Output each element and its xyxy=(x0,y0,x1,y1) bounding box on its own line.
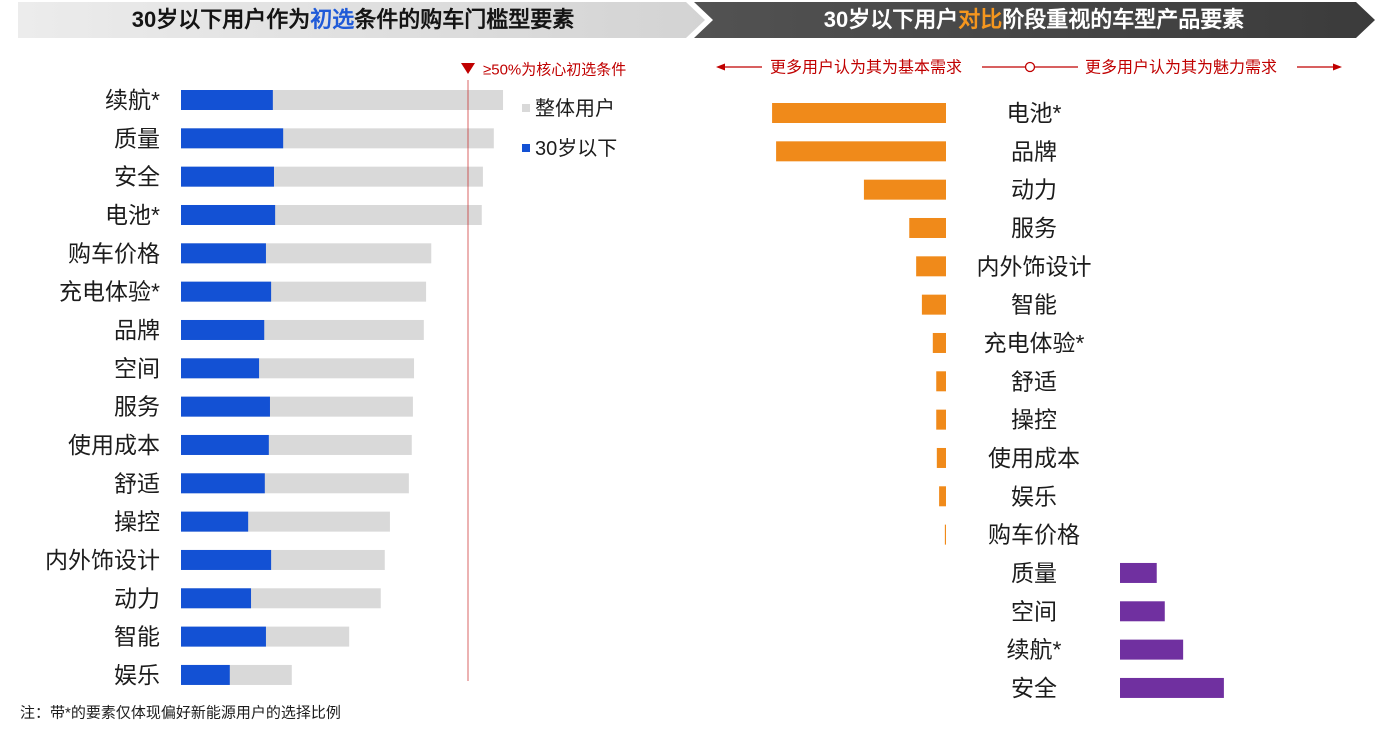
bar-under-30 xyxy=(181,204,276,225)
right-category-label: 续航* xyxy=(1007,637,1062,663)
bar-charm-need xyxy=(1120,562,1157,583)
bar-basic-need xyxy=(932,332,946,353)
bar-under-30 xyxy=(181,588,252,609)
left-category-label: 服务 xyxy=(114,394,160,420)
left-category-label: 电池* xyxy=(105,202,160,228)
left-category-label: 空间 xyxy=(114,355,160,381)
left-legend: 整体用户 30岁以下 xyxy=(522,97,617,160)
direction-legend: 更多用户认为其为基本需求 更多用户认为其为魅力需求 xyxy=(716,59,1342,77)
arrow-right-icon xyxy=(1333,63,1342,71)
right-category-label: 电池* xyxy=(1007,100,1062,126)
right-category-label: 质量 xyxy=(1011,560,1057,586)
right-category-label: 充电体验* xyxy=(984,330,1085,356)
bar-basic-need xyxy=(944,524,946,545)
right-header-banner xyxy=(694,2,1375,38)
right-category-label: 服务 xyxy=(1011,215,1057,241)
bar-under-30 xyxy=(181,166,274,187)
bar-charm-need xyxy=(1120,639,1184,660)
right-category-label: 空间 xyxy=(1011,598,1057,624)
bar-under-30 xyxy=(181,626,266,647)
legend-swatch-under-30 xyxy=(522,144,530,152)
center-circle-icon xyxy=(1024,61,1036,73)
left-category-label: 智能 xyxy=(114,624,160,650)
right-title-end: 阶段重视的车型产品要素 xyxy=(1002,7,1245,32)
right-category-label: 娱乐 xyxy=(1011,483,1057,509)
right-title-start: 30岁以下用户 xyxy=(823,7,959,32)
left-category-label: 操控 xyxy=(114,509,160,535)
bar-under-30 xyxy=(181,396,270,417)
left-category-label: 品牌 xyxy=(114,317,160,343)
reference-marker-icon xyxy=(461,63,475,74)
right-category-label: 操控 xyxy=(1011,407,1057,433)
right-category-label: 品牌 xyxy=(1011,138,1057,164)
direction-label-basic: 更多用户认为其为基本需求 xyxy=(770,59,962,77)
left-title-end: 条件的购车门槛型要素 xyxy=(354,7,575,32)
bar-basic-need xyxy=(921,294,946,315)
bar-under-30 xyxy=(181,319,265,340)
left-category-label: 内外饰设计 xyxy=(45,547,160,573)
left-category-label: 使用成本 xyxy=(68,432,160,458)
direction-label-charm: 更多用户认为其为魅力需求 xyxy=(1085,59,1277,77)
bar-charm-need xyxy=(1120,677,1224,698)
legend-label-overall: 整体用户 xyxy=(535,97,615,120)
bar-under-30 xyxy=(181,549,272,570)
left-category-label: 舒适 xyxy=(114,470,160,496)
left-category-label: 安全 xyxy=(114,164,160,190)
bar-under-30 xyxy=(181,434,269,455)
bar-under-30 xyxy=(181,664,230,685)
left-category-label: 娱乐 xyxy=(114,662,160,688)
bar-under-30 xyxy=(181,128,284,149)
bar-under-30 xyxy=(181,511,249,532)
left-category-label: 购车价格 xyxy=(68,240,160,266)
right-category-label: 舒适 xyxy=(1011,368,1057,394)
left-header-banner xyxy=(18,2,705,38)
bar-under-30 xyxy=(181,358,260,379)
footnote: 注：带*的要素仅体现偏好新能源用户的选择比例 xyxy=(20,704,341,721)
bar-charm-need xyxy=(1120,601,1165,622)
legend-label-under-30: 30岁以下 xyxy=(535,137,617,160)
left-category-label: 动力 xyxy=(114,585,160,611)
right-category-label: 使用成本 xyxy=(988,445,1080,471)
bar-basic-need xyxy=(916,256,946,277)
right-category-label: 购车价格 xyxy=(988,522,1080,548)
bar-basic-need xyxy=(776,141,946,162)
bar-basic-need xyxy=(909,217,946,238)
bar-basic-need xyxy=(939,486,946,507)
left-header-title: 30岁以下用户作为初选条件的购车门槛型要素 xyxy=(18,2,688,38)
right-title-highlight: 对比 xyxy=(958,7,1003,32)
arrow-left-icon xyxy=(716,63,725,71)
right-header-title: 30岁以下用户对比阶段重视的车型产品要素 xyxy=(714,2,1354,38)
left-title-highlight: 初选 xyxy=(310,7,355,32)
bar-basic-need xyxy=(936,409,946,430)
bar-under-30 xyxy=(181,473,265,494)
legend-swatch-overall xyxy=(522,104,530,112)
bar-basic-need xyxy=(936,371,946,392)
left-category-label: 质量 xyxy=(114,125,160,151)
bar-basic-need xyxy=(936,447,946,468)
left-category-label: 续航* xyxy=(105,87,160,113)
bar-basic-need xyxy=(772,103,946,123)
bar-basic-need xyxy=(863,179,946,200)
right-category-label: 安全 xyxy=(1011,675,1057,701)
right-category-label: 智能 xyxy=(1011,292,1057,318)
left-category-label: 充电体验* xyxy=(59,279,160,305)
left-title-start: 30岁以下用户作为 xyxy=(131,7,311,32)
reference-line-label: ≥50%为核心初选条件 xyxy=(483,61,626,78)
right-category-label: 动力 xyxy=(1011,177,1057,203)
bar-under-30 xyxy=(181,281,272,302)
bar-under-30 xyxy=(181,90,273,110)
bar-under-30 xyxy=(181,243,266,264)
right-category-label: 内外饰设计 xyxy=(977,253,1092,279)
